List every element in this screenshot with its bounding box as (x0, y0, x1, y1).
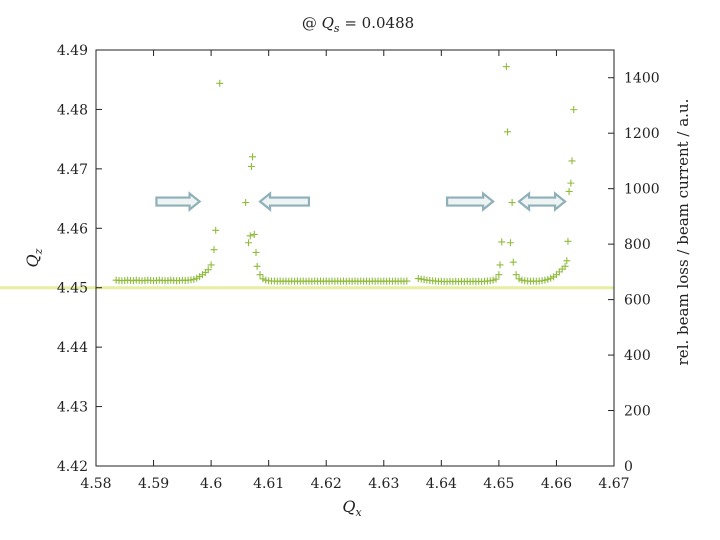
y2-tick-label: 600 (624, 293, 651, 309)
y2-tick-label: 800 (624, 237, 651, 253)
data-point (496, 261, 504, 269)
y-tick-label: 4.43 (57, 400, 88, 416)
x-tick-label: 4.61 (253, 476, 284, 492)
arrow-right (445, 191, 495, 212)
x-tick-label: 4.65 (483, 476, 514, 492)
x-axis-ticks: 4.58 4.59 4.6 4.61 4.62 4.63 4.64 4.65 4.66 4.67 (80, 50, 630, 492)
y2-tick-label: 1400 (624, 71, 660, 87)
y-tick-label: 4.46 (57, 221, 88, 237)
y-axis-title-subscript: z (32, 248, 45, 255)
data-point (250, 230, 258, 238)
data-point (492, 275, 500, 283)
data-point (252, 248, 260, 256)
data-point (242, 199, 250, 207)
data-point (568, 157, 576, 165)
y2-tick-label: 200 (624, 404, 651, 420)
data-point (561, 262, 569, 270)
x-tick-label: 4.63 (368, 476, 399, 492)
data-point (403, 277, 411, 285)
y-tick-label: 4.47 (57, 162, 88, 178)
data-point (253, 262, 261, 270)
title-suffix: = 0.0488 (340, 14, 415, 32)
data-point (216, 79, 224, 87)
x-tick-label: 4.58 (80, 476, 111, 492)
data-point (502, 63, 510, 71)
y-tick-label: 4.48 (57, 102, 88, 118)
y2-axis-title: rel. beam loss / beam current / a.u. (674, 99, 692, 366)
arrows-group (155, 191, 567, 212)
y-tick-label: 4.45 (57, 281, 88, 297)
y2-tick-label: 0 (624, 459, 633, 475)
x-axis-title-symbol: Q (342, 497, 355, 516)
y-axis-ticks: 4.42 4.43 4.44 4.45 4.46 4.47 4.48 4.49 (57, 43, 102, 475)
x-axis-title: Qx (342, 497, 362, 519)
data-point (256, 271, 264, 279)
y-tick-label: 4.49 (57, 43, 88, 59)
data-point (506, 239, 514, 247)
data-point (246, 232, 254, 240)
plot-frame (95, 49, 615, 467)
data-point (204, 266, 212, 274)
data-point (504, 128, 512, 136)
data-point (498, 238, 506, 246)
data-point (210, 246, 218, 254)
chart-title: @ Qs = 0.0488 (302, 14, 414, 35)
title-prefix: @ (302, 14, 322, 32)
x-axis-title-subscript: x (355, 506, 362, 519)
data-point (512, 271, 520, 279)
data-markers-group (112, 63, 578, 286)
title-subscript: s (334, 22, 340, 35)
y-tick-label: 4.42 (57, 459, 88, 475)
y-tick-label: 4.44 (57, 340, 88, 356)
data-point (495, 271, 503, 279)
y-axis-title-symbol: Q (23, 254, 42, 267)
x-tick-label: 4.64 (426, 476, 457, 492)
arrow-right (155, 191, 202, 212)
data-point (212, 226, 220, 234)
y2-axis-ticks: 0 200 400 600 800 1000 1200 1400 (608, 71, 660, 475)
data-point (570, 106, 578, 114)
data-point (508, 199, 516, 207)
y2-tick-label: 1200 (624, 126, 660, 142)
x-tick-label: 4.59 (138, 476, 169, 492)
y2-tick-label: 1000 (624, 182, 660, 198)
y2-tick-label: 400 (624, 348, 651, 364)
x-tick-label: 4.62 (311, 476, 342, 492)
data-point (564, 237, 572, 245)
data-point (249, 153, 257, 161)
data-point (567, 179, 575, 187)
data-point (207, 261, 215, 269)
y-axis-title: Qz (23, 248, 45, 267)
arrow-both (517, 191, 567, 212)
x-tick-label: 4.67 (598, 476, 629, 492)
data-point (509, 258, 517, 266)
title-symbol: Q (322, 14, 334, 32)
x-tick-label: 4.66 (541, 476, 572, 492)
data-point (565, 187, 573, 195)
data-point (563, 257, 571, 265)
data-point (247, 162, 255, 170)
arrow-left (258, 191, 311, 212)
x-tick-label: 4.6 (200, 476, 222, 492)
data-point (245, 239, 253, 247)
